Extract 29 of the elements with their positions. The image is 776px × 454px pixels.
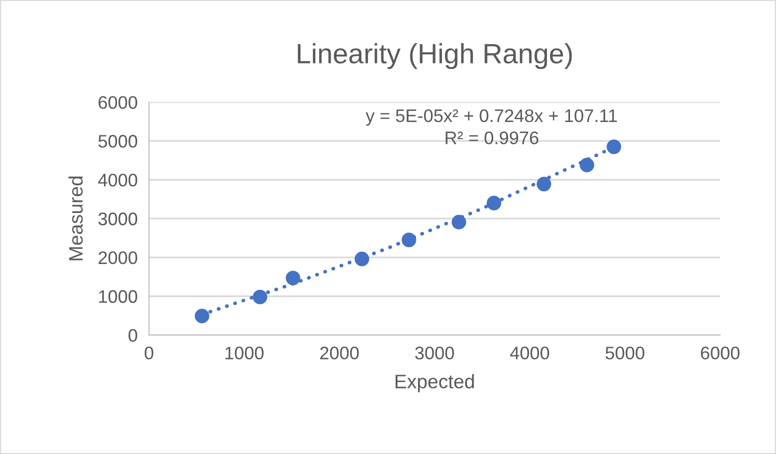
point <box>354 252 370 266</box>
point <box>194 308 210 324</box>
x-axis-title: Expected <box>396 374 474 392</box>
point <box>252 290 268 304</box>
x-tick-label: 2000 <box>320 346 359 360</box>
point <box>580 158 594 172</box>
x-tick-label: 3000 <box>415 346 454 360</box>
y-tick-label: 1000 <box>99 290 138 303</box>
point <box>286 270 300 286</box>
x-tick-label: 5000 <box>606 346 644 360</box>
y-tick-label: 2000 <box>98 251 138 264</box>
chart-title: Linearity (High Range) <box>298 43 572 70</box>
annotation: y = 5E-05x² + 0.7248x + 107.11 <box>366 109 617 126</box>
point <box>486 196 502 210</box>
y-tick-label: 4000 <box>98 174 138 187</box>
annotation: R² = 0.9976 <box>446 131 538 144</box>
x-tick-label: 0 <box>144 346 154 360</box>
y-axis-title: Measured <box>68 176 83 260</box>
y-tick-label: 3000 <box>98 212 138 226</box>
x-tick-label: 1000 <box>225 346 264 360</box>
y-tick-label: 5000 <box>98 134 138 148</box>
y-tick-label: 6000 <box>98 96 138 109</box>
x-tick-label: 6000 <box>700 346 740 360</box>
y-tick-label: 0 <box>128 328 138 342</box>
x-tick-label: 4000 <box>510 346 550 360</box>
point <box>402 232 416 248</box>
point <box>452 214 466 230</box>
point <box>536 176 552 192</box>
point <box>606 140 622 154</box>
